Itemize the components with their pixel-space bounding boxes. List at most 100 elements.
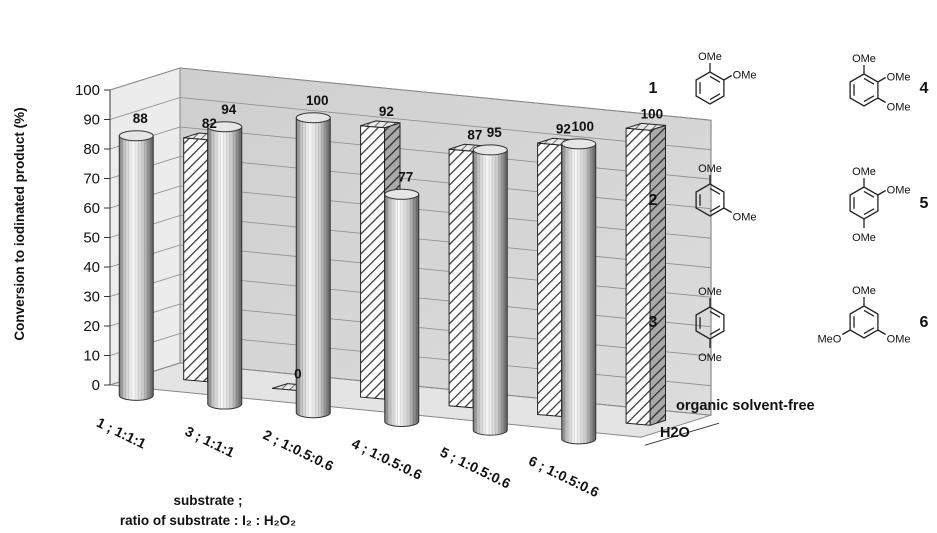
chart-marks [118,112,666,445]
y-axis-title: Conversion to iodinated product (%) [12,107,27,340]
data-label: 100 [571,119,594,134]
substituent-bond [877,329,887,336]
category-label: 1 ; 1:1:1 [94,414,149,452]
y-tick-label: 90 [83,112,100,129]
cylinder-top [295,112,331,124]
y-tick-label: 60 [83,200,100,217]
compound-6-structure: 6 OMe MeO OMe [817,285,928,346]
double-bond [709,328,721,336]
cylinder-top [561,138,597,150]
substituent-label: OMe [852,53,876,65]
y-tick-label: 20 [83,318,100,335]
data-label: 77 [398,169,413,184]
y-tick-label: 50 [83,230,100,247]
category-label: 4 ; 1:0.5:0.6 [349,435,425,483]
double-bond [863,77,875,85]
data-label: 94 [221,102,237,117]
series-label-solvent-free: organic solvent-free [676,398,815,414]
cylinder-top [207,121,243,133]
cylinder-bar [295,112,331,419]
substituent-bond [877,189,887,196]
compound-structures: 1 OMe OMe 2 OMe OMe 3 OMe OMe 4 OMe OMe OMe 5 OMe O… [649,51,929,364]
y-axis-ticks: 0 10 20 30 40 50 60 70 80 90 100 [75,82,100,394]
double-bond [709,75,721,83]
compound-5-structure: 5 OMe OMe OMe [849,166,929,244]
data-label: 95 [487,125,503,140]
substituent-label: OMe [698,51,722,63]
substituent-label: OMe [887,102,911,114]
double-bond [709,187,721,195]
substituent-label: OMe [733,212,757,224]
data-label: 100 [641,106,664,121]
substituent-label: MeO [817,334,841,346]
substituent-label: OMe [887,72,911,84]
substituent-label: OMe [733,70,757,82]
cylinder-body [295,117,331,419]
x-axis-title-line2: ratio of substrate : I₂ : H₂O₂ [120,513,296,528]
x-axis-categories: 1 ; 1:1:1 3 ; 1:1:1 2 ; 1:0.5:0.6 4 ; 1:0.5… [94,414,602,500]
bar-front [183,137,209,383]
cylinder-bar [118,130,154,401]
double-bond [863,309,875,317]
cylinder-body [472,149,508,436]
bar-top [625,122,666,131]
y-tick-label: 30 [83,289,100,306]
data-label: 87 [467,127,482,142]
bar-front [448,148,474,409]
double-bond [709,93,721,101]
substituent-label: OMe [698,286,722,298]
y-tick-label: 80 [83,141,100,158]
double-bond [863,95,875,103]
data-label: 0 [294,367,302,382]
compound-2-structure: 2 OMe OMe [649,163,757,224]
bar-top [360,120,401,129]
substituent-label: OMe [887,185,911,197]
double-bond [709,205,721,213]
data-label: 88 [133,111,149,126]
substituent-bond [841,329,851,336]
cylinder-top [472,144,508,156]
data-label: 100 [306,93,329,108]
category-label: 5 ; 1:0.5:0.6 [438,444,514,492]
benzene-ring [695,183,725,217]
compound-number: 2 [649,192,658,209]
y-tick-label: 10 [83,348,100,365]
substituent-label: OMe [698,352,722,364]
y-tick-label: 0 [92,377,100,394]
cylinder-body [561,143,597,445]
compound-number: 1 [649,80,658,97]
x-axis-title-line1: substrate ; [173,493,242,508]
hatched-bar [625,122,666,426]
cylinder-body [207,126,243,410]
cylinder-top [384,188,420,200]
substituent-bond [723,74,733,81]
substituent-label: OMe [852,166,876,178]
cylinder-bar [384,188,420,427]
compound-4-structure: 4 OMe OMe OMe [849,53,929,114]
double-bond [863,327,875,335]
substituent-label: OMe [852,232,876,244]
series-axis-line [644,422,720,446]
substituent-label: OMe [698,163,722,175]
compound-number: 4 [920,80,929,97]
y-tick-label: 40 [83,259,100,276]
data-label: 92 [379,104,394,119]
double-bond [709,310,721,318]
series-axis-labels: H2O organic solvent-free [644,398,815,446]
cylinder-body [384,193,420,427]
compound-3-structure: 3 OMe OMe [649,286,725,364]
compound-1-structure: 1 OMe OMe [649,51,757,105]
substituent-bond [877,76,887,83]
substituent-label: OMe [887,334,911,346]
compound-number: 5 [920,195,929,212]
category-label: 2 ; 1:0.5:0.6 [261,426,337,474]
cylinder-bar [561,138,597,445]
y-tick-label: 100 [75,82,100,99]
bar-front [537,142,563,418]
cylinder-bar [207,121,243,410]
benzene-ring [849,305,879,339]
cylinder-bar [472,144,508,436]
category-label: 6 ; 1:0.5:0.6 [526,452,602,500]
